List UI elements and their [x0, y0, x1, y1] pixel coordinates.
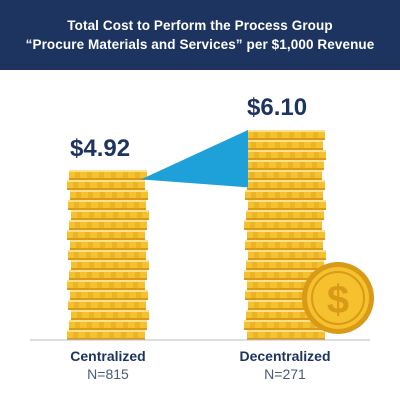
category-centralized: Centralized N=815: [28, 348, 188, 382]
dollar-symbol: $: [327, 278, 349, 322]
coin: [68, 200, 146, 210]
coin: [68, 300, 146, 310]
coin: [71, 210, 149, 220]
coin: [247, 130, 325, 140]
chart-title-line-1: Total Cost to Perform the Process Group: [67, 18, 333, 33]
coin: [67, 180, 145, 190]
coin: [245, 190, 323, 200]
coin: [70, 290, 148, 300]
bar-centralized: [67, 170, 149, 340]
coin: [69, 270, 147, 280]
category-label-decentralized: Decentralized: [239, 348, 331, 364]
value-label-decentralized: $6.10: [247, 94, 308, 122]
coin: [247, 230, 325, 240]
coin: [247, 180, 325, 190]
value-label-centralized: $4.92: [70, 135, 131, 163]
coin: [67, 330, 145, 340]
sample-size-centralized: N=815: [87, 366, 129, 382]
coin: [246, 160, 324, 170]
dollar-coin-icon: $: [302, 262, 374, 334]
coin: [248, 150, 326, 160]
coin: [70, 190, 148, 200]
coin: [69, 220, 147, 230]
coin: [69, 320, 147, 330]
coin: [71, 310, 149, 320]
coin: [245, 140, 323, 150]
coin: [246, 210, 324, 220]
coin: [67, 280, 145, 290]
coin: [247, 330, 325, 340]
coin: [248, 250, 326, 260]
coin: [68, 250, 146, 260]
coin: [69, 170, 147, 180]
coin: [246, 260, 324, 270]
coin: [248, 200, 326, 210]
sample-size-decentralized: N=271: [264, 366, 306, 382]
chart-header: Total Cost to Perform the Process Group …: [0, 0, 400, 70]
coin: [244, 220, 322, 230]
category-label-centralized: Centralized: [70, 348, 146, 364]
connector-shape: [141, 130, 248, 188]
coin: [244, 170, 322, 180]
chart-title-line-2: “Procure Materials and Services” per $1,…: [25, 37, 375, 52]
coin: [244, 270, 322, 280]
bar-decentralized: [244, 130, 326, 340]
coin: [71, 260, 149, 270]
category-decentralized: Decentralized N=271: [205, 348, 365, 382]
coin-stack-chart: $ $4.92 $6.10 Centralized N=815 Decentra…: [0, 70, 400, 400]
coin: [67, 230, 145, 240]
chart-plot: $: [30, 130, 374, 341]
coin: [245, 240, 323, 250]
coin: [70, 240, 148, 250]
coin: [244, 320, 322, 330]
